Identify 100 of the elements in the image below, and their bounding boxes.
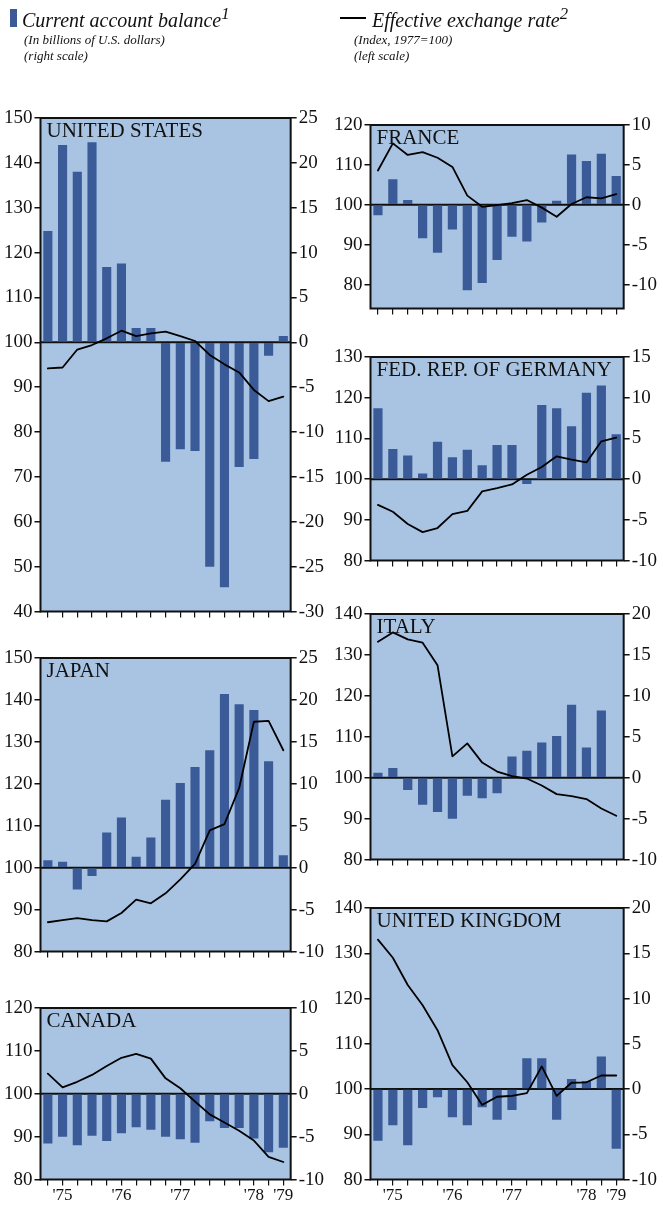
bar <box>87 142 97 342</box>
bar <box>43 231 53 342</box>
bar <box>388 767 398 777</box>
y2-tick-label: 15 <box>631 642 651 664</box>
y-tick-label: 80 <box>343 272 363 294</box>
chart-title: UNITED KINGDOM <box>376 908 562 933</box>
y-tick-label: 110 <box>334 1031 363 1053</box>
bar <box>581 392 592 479</box>
bar <box>522 479 532 485</box>
chart-title: UNITED STATES <box>46 118 203 143</box>
y2-tick-label: 15 <box>298 195 318 217</box>
bar <box>447 778 458 819</box>
bar <box>537 405 547 479</box>
bar <box>507 756 517 777</box>
y-tick-label: 120 <box>4 995 33 1017</box>
bar <box>566 704 577 777</box>
bar <box>432 778 443 813</box>
y-tick-label: 50 <box>13 554 33 576</box>
bar <box>249 343 259 460</box>
y-tick-label: 120 <box>334 385 363 407</box>
y2-tick-label: 0 <box>298 1081 309 1103</box>
legend-label: Effective exchange rate$^{2}$ <box>372 4 569 32</box>
y-tick-label: 100 <box>4 1081 33 1103</box>
y2-tick-label: 0 <box>298 855 309 877</box>
bar <box>388 179 398 205</box>
bar <box>418 473 428 479</box>
bar <box>537 742 547 777</box>
y-tick-label: 90 <box>343 806 363 828</box>
y2-tick-label: -5 <box>631 507 648 529</box>
bar <box>522 1058 532 1089</box>
y2-tick-label: 20 <box>631 895 651 917</box>
y-tick-label: 150 <box>4 645 33 667</box>
bar <box>190 343 200 451</box>
bar <box>596 385 606 479</box>
y2-tick-label: -5 <box>298 897 315 919</box>
y2-tick-label: -5 <box>631 806 648 828</box>
y2-tick-label: -10 <box>298 420 324 442</box>
x-tick-label: '78 <box>243 1185 264 1205</box>
bar <box>403 778 413 791</box>
y-tick-label: 120 <box>4 240 33 262</box>
bar <box>462 1089 472 1126</box>
bar <box>566 154 577 205</box>
y-tick-label: 100 <box>334 192 363 214</box>
bar <box>418 205 428 239</box>
x-tick-label: '77 <box>501 1185 523 1205</box>
y2-tick-label: -5 <box>298 375 315 397</box>
bar <box>175 782 185 867</box>
y-tick-label: 100 <box>4 330 33 352</box>
y-tick-label: 130 <box>4 729 33 751</box>
bar <box>462 449 472 479</box>
bar <box>234 704 244 867</box>
bar <box>116 263 126 342</box>
bar <box>403 200 413 205</box>
bar <box>146 837 156 867</box>
y2-tick-label: -15 <box>298 464 324 486</box>
y-tick-label: 110 <box>334 724 363 746</box>
bar <box>175 343 185 450</box>
bar <box>581 747 592 777</box>
bar <box>249 710 259 867</box>
y-tick-label: 120 <box>334 683 363 705</box>
chart-title: FED. REP. OF GERMANY <box>376 357 612 382</box>
y-tick-label: 120 <box>334 986 363 1008</box>
y2-tick-label: 0 <box>631 1077 642 1099</box>
bar <box>278 336 288 342</box>
y2-tick-label: 10 <box>631 385 651 407</box>
bar <box>477 465 487 479</box>
y-tick-label: 110 <box>4 1038 33 1060</box>
chart-title: CANADA <box>46 1008 138 1033</box>
bar <box>596 710 606 777</box>
bar <box>58 144 68 342</box>
legend-label: Current account balance$^{1}$ <box>22 4 230 32</box>
bar <box>278 855 288 867</box>
y2-tick-label: 10 <box>298 771 318 793</box>
bar <box>418 778 428 805</box>
y-tick-label: 80 <box>343 548 363 570</box>
y2-tick-label: 20 <box>298 150 318 172</box>
y2-tick-label: 10 <box>298 995 318 1017</box>
text: (Index, 1977=100) <box>353 31 453 48</box>
y2-tick-label: 10 <box>298 240 318 262</box>
y2-tick-label: -5 <box>298 1124 315 1146</box>
y-tick-label: 130 <box>334 941 363 963</box>
bar <box>161 343 171 462</box>
bar <box>373 408 383 479</box>
y-tick-label: 90 <box>343 232 363 254</box>
bar <box>507 444 517 479</box>
bar <box>432 205 443 253</box>
y2-tick-label: -10 <box>631 847 657 869</box>
bar <box>552 735 562 777</box>
y-tick-label: 80 <box>13 420 33 442</box>
bar <box>116 817 126 867</box>
y2-tick-label: 0 <box>631 192 642 214</box>
y-tick-label: 110 <box>334 426 363 448</box>
bar <box>492 1089 502 1120</box>
y2-tick-label: 5 <box>298 813 309 835</box>
bar <box>205 750 215 867</box>
bar <box>102 832 112 867</box>
chart-title: ITALY <box>376 614 436 639</box>
y2-tick-label: -10 <box>298 939 324 961</box>
bar <box>522 205 532 242</box>
bar <box>581 160 592 205</box>
